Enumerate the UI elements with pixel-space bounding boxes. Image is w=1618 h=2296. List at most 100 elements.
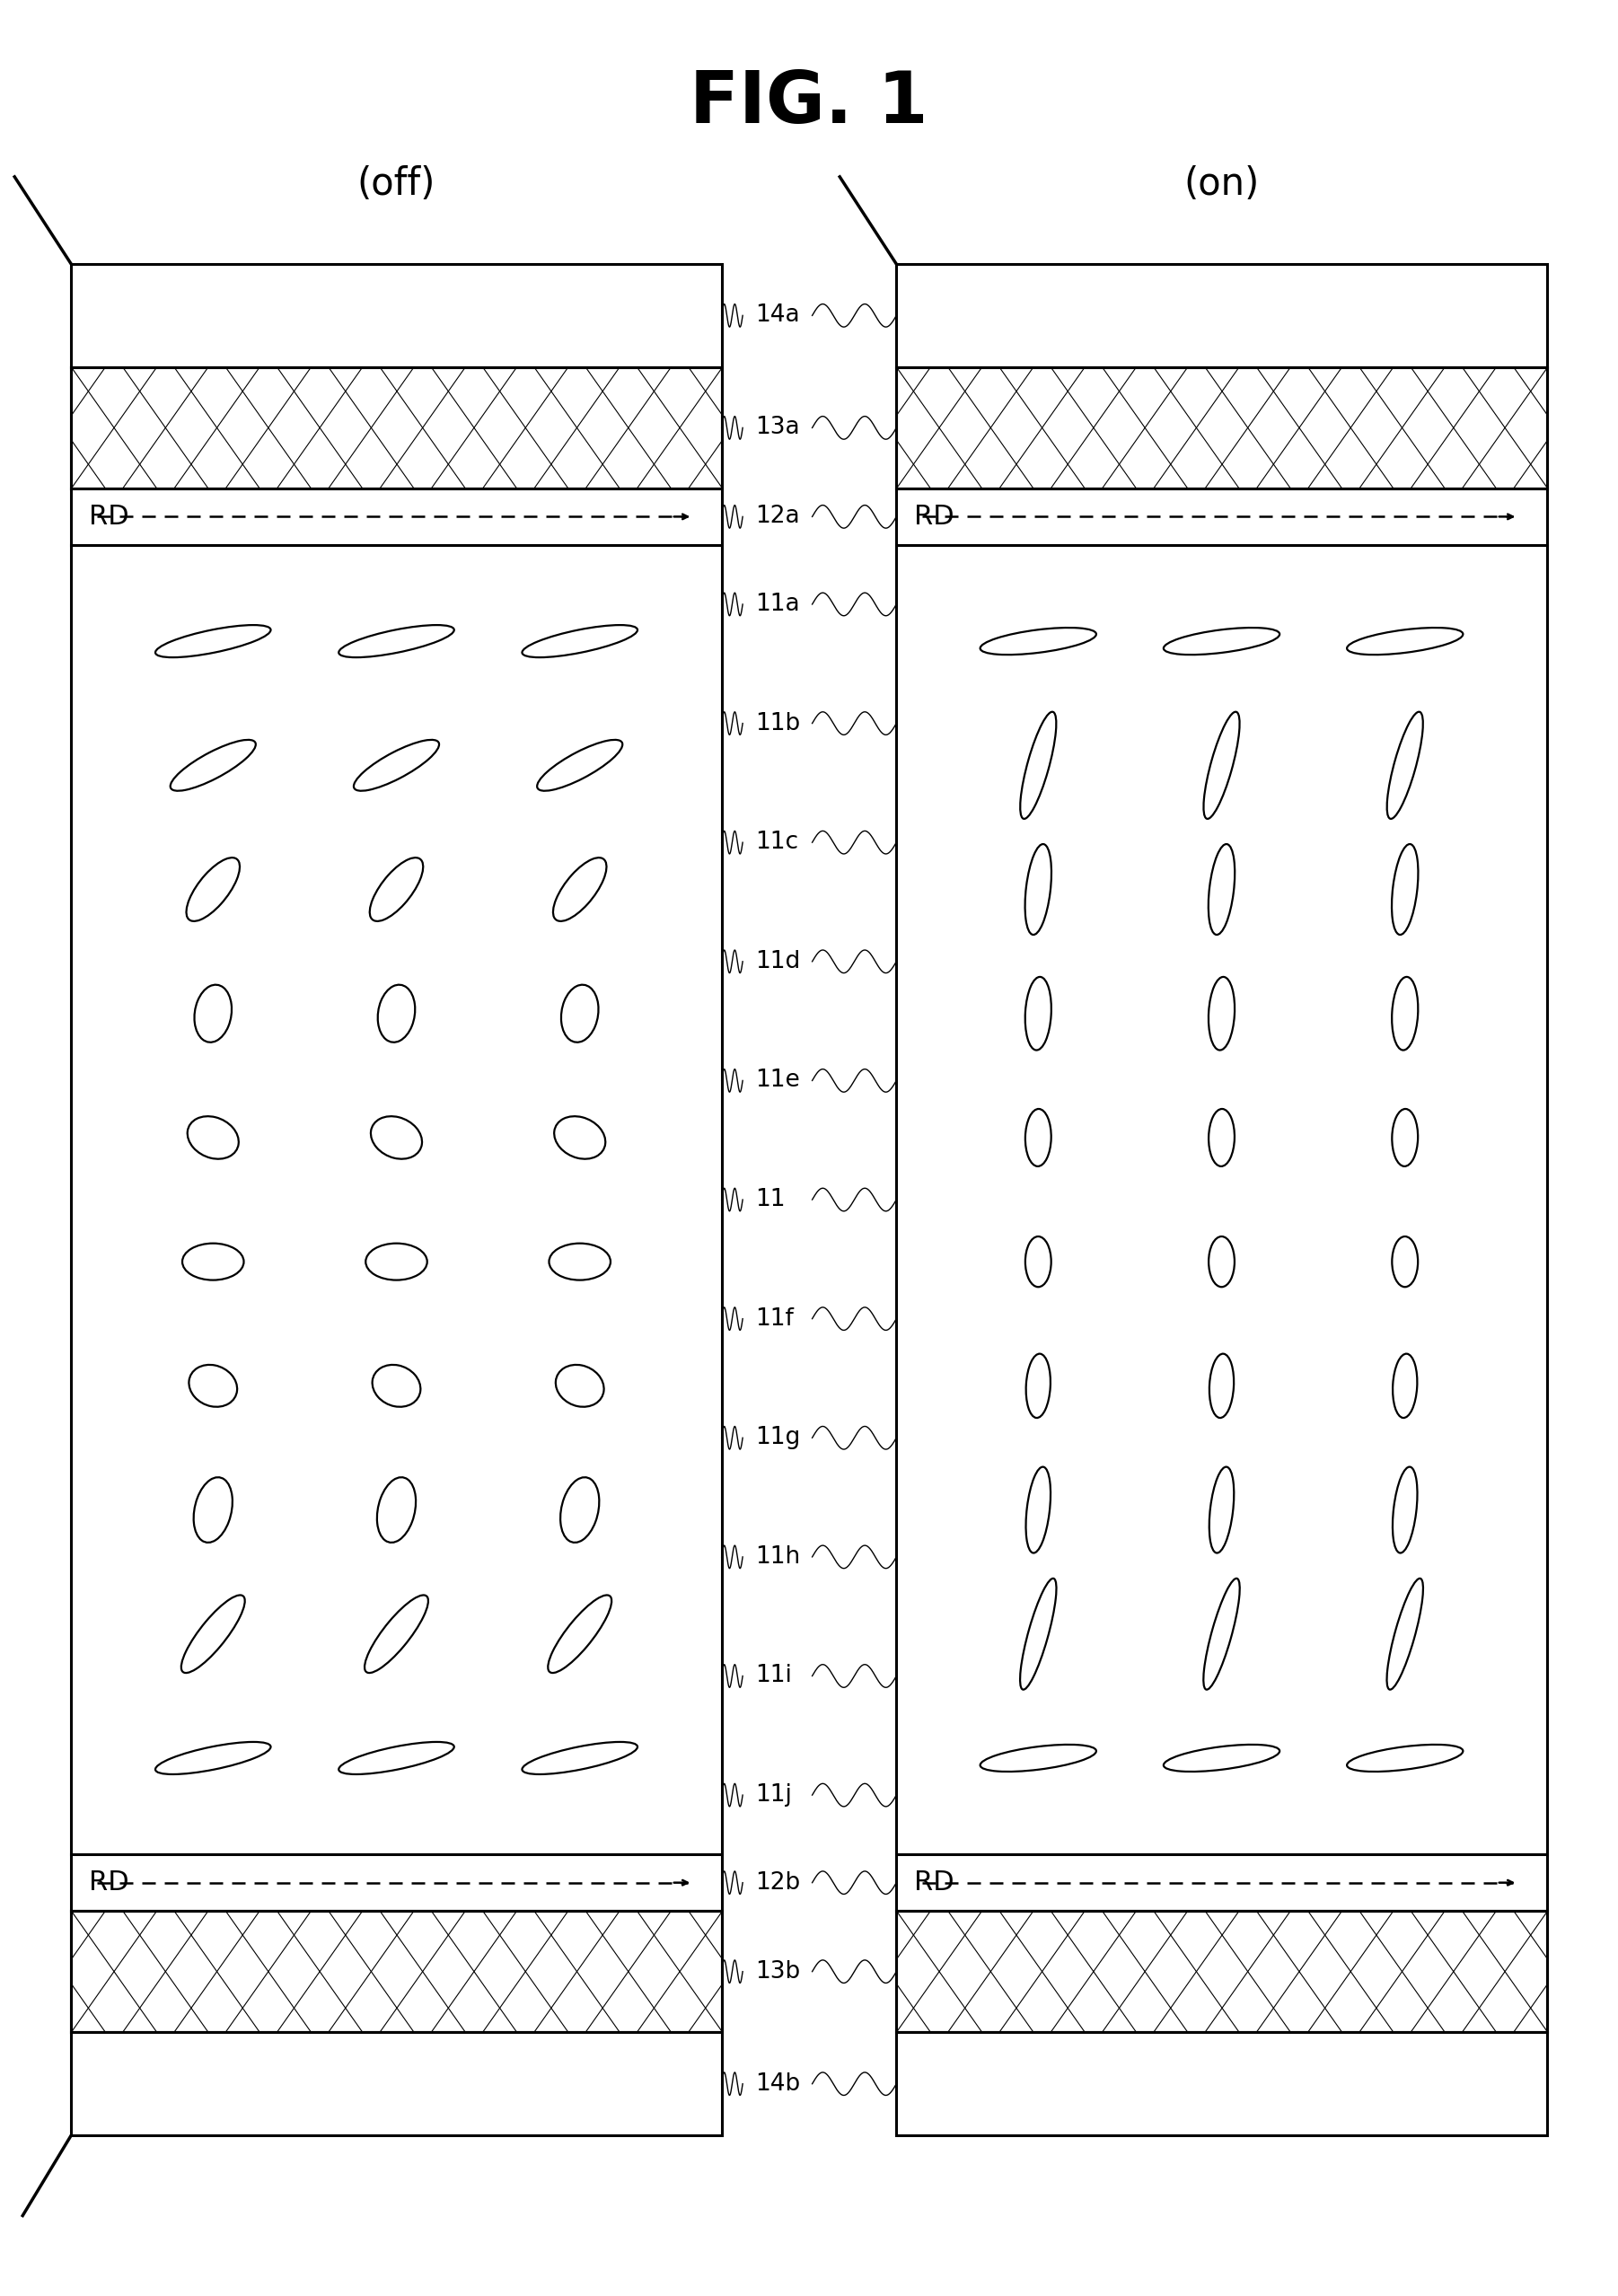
Text: 11a: 11a <box>756 592 801 615</box>
Ellipse shape <box>1209 1355 1235 1419</box>
Ellipse shape <box>1393 1355 1417 1419</box>
Text: RD: RD <box>89 503 129 530</box>
Ellipse shape <box>1026 976 1052 1049</box>
Bar <box>896 2032 1547 2135</box>
Ellipse shape <box>372 1364 421 1407</box>
Ellipse shape <box>1204 1577 1239 1690</box>
Bar <box>71 489 722 544</box>
Ellipse shape <box>560 1476 599 1543</box>
Ellipse shape <box>1026 1238 1052 1288</box>
Bar <box>896 489 1547 544</box>
Ellipse shape <box>194 1476 233 1543</box>
Bar <box>71 544 722 1855</box>
Ellipse shape <box>170 739 256 790</box>
Ellipse shape <box>1391 1238 1417 1288</box>
Ellipse shape <box>553 859 607 921</box>
Ellipse shape <box>1021 712 1057 820</box>
Ellipse shape <box>155 1743 270 1775</box>
Bar <box>896 1910 1547 2032</box>
Ellipse shape <box>194 985 231 1042</box>
Text: 11: 11 <box>756 1187 786 1212</box>
Bar <box>71 1910 722 2032</box>
Ellipse shape <box>555 1364 604 1407</box>
Text: 11h: 11h <box>756 1545 801 1568</box>
Ellipse shape <box>1026 1109 1052 1166</box>
Ellipse shape <box>364 1596 429 1674</box>
Text: 11d: 11d <box>756 951 801 974</box>
Bar <box>896 264 1547 367</box>
Ellipse shape <box>377 985 416 1042</box>
Ellipse shape <box>188 1116 239 1159</box>
Ellipse shape <box>1163 627 1280 654</box>
Bar <box>71 264 722 367</box>
Bar <box>71 367 722 489</box>
Text: 11i: 11i <box>756 1665 793 1688</box>
Ellipse shape <box>1391 1109 1417 1166</box>
Ellipse shape <box>1163 1745 1280 1773</box>
Ellipse shape <box>1209 845 1235 934</box>
Ellipse shape <box>338 625 455 657</box>
Ellipse shape <box>1019 1577 1057 1690</box>
Ellipse shape <box>1204 712 1239 820</box>
Text: 11c: 11c <box>756 831 799 854</box>
Ellipse shape <box>1346 1745 1463 1773</box>
Bar <box>896 367 1547 489</box>
Text: 12b: 12b <box>756 1871 801 1894</box>
Ellipse shape <box>371 1116 422 1159</box>
Ellipse shape <box>189 1364 238 1407</box>
Ellipse shape <box>1026 1467 1050 1552</box>
Ellipse shape <box>981 1745 1097 1773</box>
Text: 14b: 14b <box>756 2073 801 2096</box>
Bar <box>71 1910 722 2032</box>
Text: RD: RD <box>914 1869 955 1896</box>
Ellipse shape <box>155 625 270 657</box>
Text: RD: RD <box>89 1869 129 1896</box>
Text: 14a: 14a <box>756 303 801 326</box>
Text: 11j: 11j <box>756 1784 793 1807</box>
Bar <box>71 1855 722 1910</box>
Ellipse shape <box>553 1116 605 1159</box>
Text: 11b: 11b <box>756 712 801 735</box>
Ellipse shape <box>1209 1467 1235 1552</box>
Text: 13b: 13b <box>756 1961 801 1984</box>
Text: FIG. 1: FIG. 1 <box>689 69 929 138</box>
Ellipse shape <box>1209 1109 1235 1166</box>
Text: 12a: 12a <box>756 505 801 528</box>
Ellipse shape <box>366 1244 427 1281</box>
Text: (on): (on) <box>1184 165 1259 202</box>
Ellipse shape <box>186 859 239 921</box>
Ellipse shape <box>1209 976 1235 1049</box>
Ellipse shape <box>369 859 424 921</box>
Text: (off): (off) <box>358 165 435 202</box>
Text: 11f: 11f <box>756 1306 794 1329</box>
Bar <box>896 544 1547 1855</box>
Ellipse shape <box>981 627 1097 654</box>
Ellipse shape <box>1391 845 1417 934</box>
Text: 11g: 11g <box>756 1426 801 1449</box>
Ellipse shape <box>1387 712 1422 820</box>
Bar <box>71 367 722 489</box>
Ellipse shape <box>354 739 438 790</box>
Ellipse shape <box>561 985 599 1042</box>
Ellipse shape <box>537 739 623 790</box>
Ellipse shape <box>1391 976 1417 1049</box>
Bar <box>896 1855 1547 1910</box>
Ellipse shape <box>1209 1238 1235 1288</box>
Bar <box>896 1910 1547 2032</box>
Ellipse shape <box>1026 845 1052 934</box>
Ellipse shape <box>523 625 637 657</box>
Text: 13a: 13a <box>756 416 801 439</box>
Ellipse shape <box>523 1743 637 1775</box>
Text: 11e: 11e <box>756 1070 801 1093</box>
Ellipse shape <box>549 1244 610 1281</box>
Bar <box>896 367 1547 489</box>
Ellipse shape <box>1393 1467 1417 1552</box>
Ellipse shape <box>1346 627 1463 654</box>
Ellipse shape <box>1026 1355 1050 1419</box>
Ellipse shape <box>377 1476 416 1543</box>
Text: RD: RD <box>914 503 955 530</box>
Ellipse shape <box>183 1244 244 1281</box>
Ellipse shape <box>549 1596 612 1674</box>
Bar <box>71 2032 722 2135</box>
Ellipse shape <box>338 1743 455 1775</box>
